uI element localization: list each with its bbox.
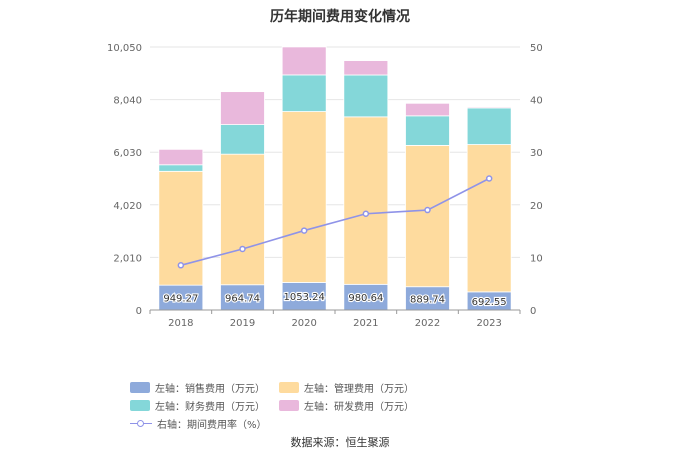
bar-segment-0 [220, 284, 265, 311]
bar-segment-2 [466, 107, 512, 145]
left-axis-tick-label: 0 [136, 306, 142, 317]
bar-segment-3 [466, 106, 512, 109]
rate-point [239, 245, 246, 253]
legend-swatch-finance [130, 399, 150, 411]
bar-segment-2 [343, 74, 389, 118]
bar-segment-0 [158, 284, 204, 311]
chart-legend: 左轴：销售费用（万元） 左轴：管理费用（万元） 左轴：财务费用（万元） 左轴：研… [130, 378, 570, 432]
bar-segment-1 [466, 144, 512, 293]
x-axis-tick-label: 2023 [476, 318, 501, 329]
right-axis-tick-label: 20 [530, 201, 543, 212]
legend-label-sales: 左轴：销售费用（万元） [155, 383, 265, 395]
left-axis-tick-label: 2,010 [113, 253, 142, 264]
left-axis-tick-label: 6,030 [113, 148, 142, 159]
chart-plot: 949.27 964.74 1053.24 980.64 889.74 692.55 0 2… [107, 43, 543, 329]
bar-segment-1 [220, 153, 265, 286]
legend-swatch-sales [130, 381, 150, 393]
chart-title: 历年期间费用变化情况 [270, 9, 410, 25]
bar-segment-0 [343, 283, 389, 311]
rate-point [424, 206, 431, 214]
legend-item-finance[interactable]: 左轴：财务费用（万元） [130, 396, 265, 414]
right-axis-tick-label: 30 [530, 148, 543, 159]
x-axis-tick-label: 2019 [230, 318, 255, 329]
legend-label-admin: 左轴：管理费用（万元） [304, 383, 414, 395]
legend-item-rnd[interactable]: 左轴：研发费用（万元） [279, 396, 414, 414]
legend-item-sales[interactable]: 左轴：销售费用（万元） [130, 378, 265, 396]
bar-segment-3 [158, 148, 204, 166]
bar-segment-2 [220, 124, 265, 155]
data-label: 692.55 [472, 297, 507, 308]
data-label: 964.74 [225, 293, 260, 304]
right-axis-tick-label: 40 [530, 96, 543, 107]
rate-line [180, 177, 490, 267]
legend-item-rate[interactable]: 右轴：期间费用率（%） [130, 414, 267, 432]
rate-point [177, 262, 185, 269]
bar-segment-0 [281, 282, 327, 311]
legend-swatch-admin [279, 381, 299, 393]
bar-segment-1 [343, 116, 389, 285]
data-label: 980.64 [348, 293, 383, 304]
legend-label-rnd: 左轴：研发费用（万元） [304, 401, 414, 413]
right-axis-tick-label: 10 [530, 253, 543, 264]
x-axis-tick-label: 2021 [353, 318, 378, 329]
x-axis-tick-label: 2022 [415, 318, 440, 329]
bar-segment-1 [405, 145, 450, 288]
bar-segment-2 [158, 164, 204, 172]
bar-segment-3 [405, 102, 450, 117]
right-axis-tick-label: 50 [530, 43, 543, 54]
rate-point [485, 175, 493, 182]
bar-segment-1 [281, 111, 327, 283]
rate-point [362, 210, 370, 217]
bar-segment-3 [343, 60, 389, 76]
legend-label-rate: 右轴：期间费用率（%） [157, 419, 267, 431]
left-axis-tick-label: 8,040 [113, 96, 142, 107]
data-source: 数据来源：恒生聚源 [290, 436, 390, 449]
right-axis-tick-label: 0 [530, 306, 536, 317]
legend-item-admin[interactable]: 左轴：管理费用（万元） [279, 378, 414, 396]
bar-segment-2 [281, 74, 327, 112]
rate-point [300, 227, 308, 234]
data-label: 889.74 [410, 294, 445, 305]
bar-segment-2 [405, 115, 450, 146]
legend-swatch-rate [130, 418, 152, 429]
data-label: 949.27 [163, 294, 198, 305]
bar-segment-3 [220, 91, 265, 125]
x-axis-tick-label: 2018 [168, 318, 193, 329]
data-label: 1053.24 [283, 292, 324, 303]
legend-label-finance: 左轴：财务费用（万元） [155, 401, 265, 413]
legend-swatch-rnd [279, 399, 299, 411]
x-axis-tick-label: 2020 [291, 318, 316, 329]
left-axis-tick-label: 4,020 [113, 201, 142, 212]
left-axis-tick-label: 10,050 [107, 43, 142, 54]
bar-segment-3 [281, 46, 327, 76]
